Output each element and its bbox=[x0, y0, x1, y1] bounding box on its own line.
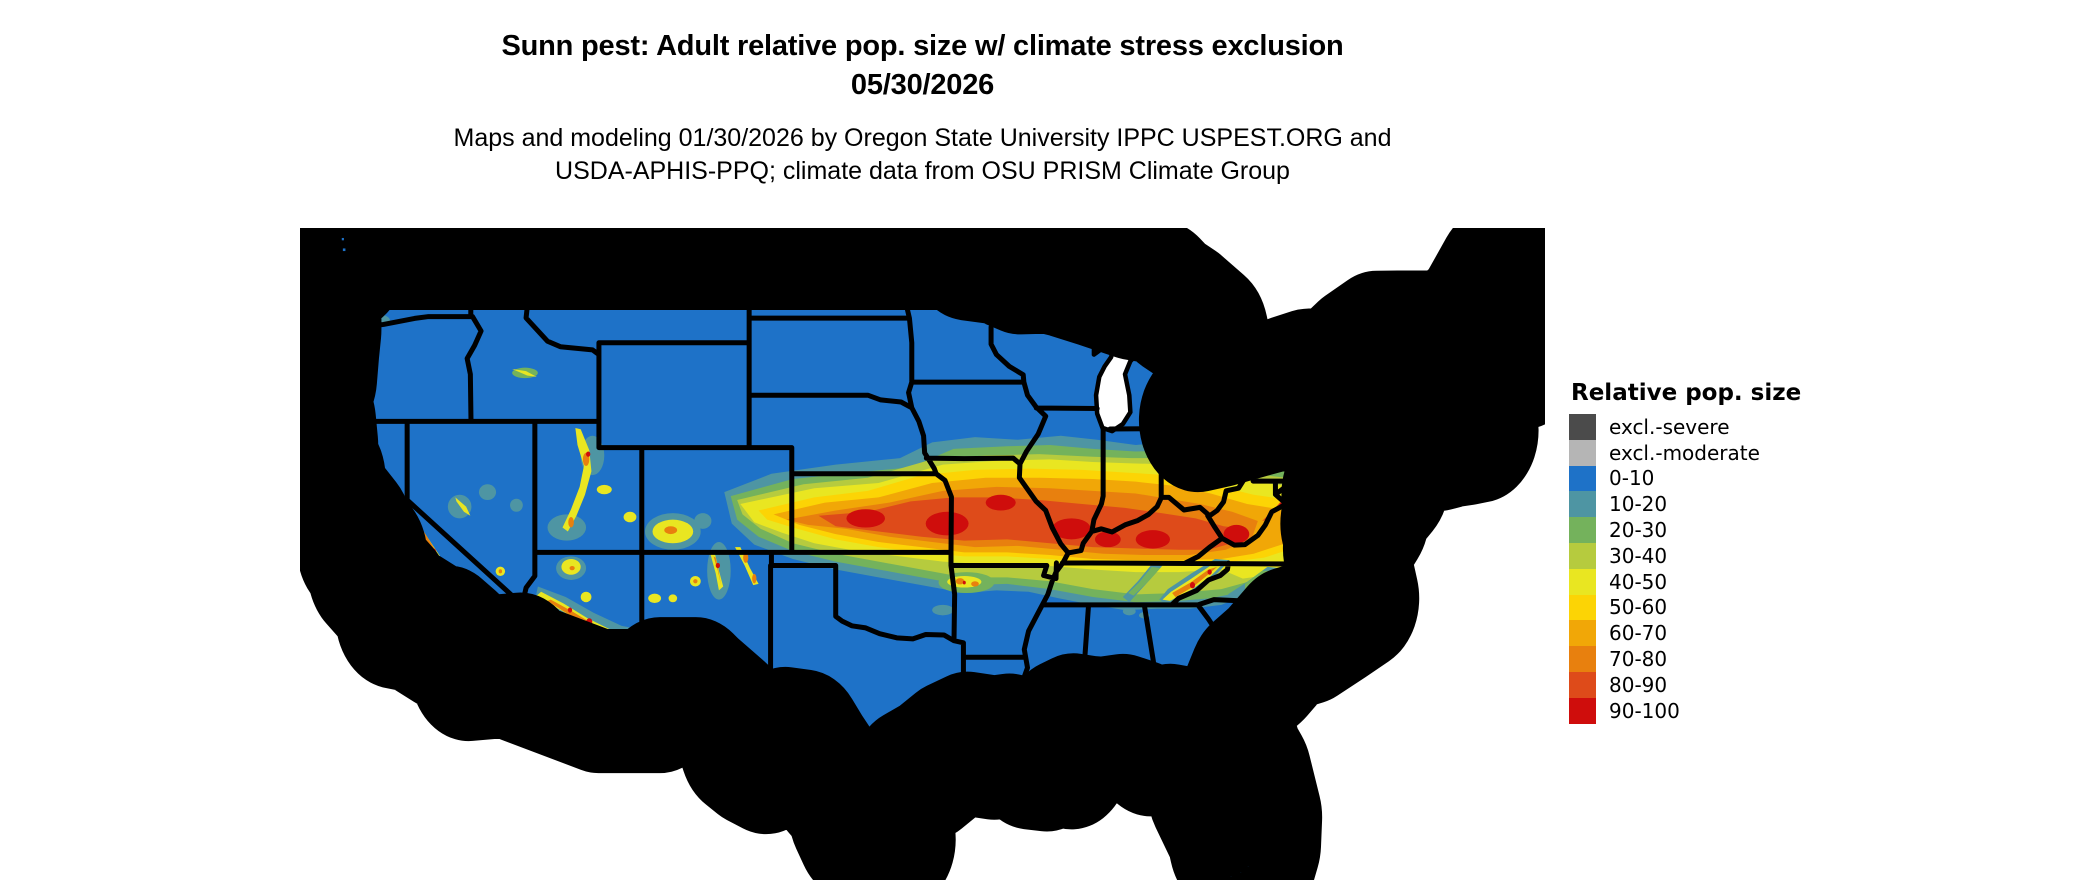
legend-swatch bbox=[1569, 542, 1596, 569]
legend-item: 80-90 bbox=[1569, 671, 1801, 698]
legend-item: 90-100 bbox=[1569, 697, 1801, 724]
point-roberts bbox=[341, 237, 344, 241]
legend-label: excl.-moderate bbox=[1609, 440, 1760, 465]
legend-swatch bbox=[1569, 620, 1596, 647]
legend-label: 30-40 bbox=[1609, 543, 1668, 568]
legend-title: Relative pop. size bbox=[1571, 380, 1802, 406]
title-line-1: Sunn pest: Adult relative pop. size w/ c… bbox=[501, 30, 1344, 62]
legend-label: 50-60 bbox=[1609, 595, 1668, 620]
legend-item: 30-40 bbox=[1569, 542, 1801, 569]
legend-item: 20-30 bbox=[1569, 517, 1801, 543]
band-90-100 bbox=[846, 494, 1250, 549]
legend-swatch bbox=[1569, 439, 1596, 466]
san-juan-islands bbox=[342, 248, 346, 252]
legend-item: excl.-severe bbox=[1569, 414, 1801, 440]
long-island bbox=[1392, 444, 1437, 458]
legend-swatch bbox=[1569, 594, 1596, 621]
legend-label: 80-90 bbox=[1609, 672, 1668, 697]
legend-label: excl.-severe bbox=[1609, 414, 1730, 439]
legend-label: 40-50 bbox=[1609, 569, 1668, 594]
legend-swatch bbox=[1569, 491, 1596, 518]
legend-item: excl.-moderate bbox=[1569, 439, 1801, 466]
legend-swatch bbox=[1569, 465, 1596, 492]
legend: Relative pop. size excl.-severe excl.-mod… bbox=[1569, 380, 1801, 724]
legend-label: 60-70 bbox=[1609, 621, 1668, 646]
legend-item: 40-50 bbox=[1569, 568, 1801, 595]
florida-keys bbox=[1228, 875, 1234, 878]
legend-swatch bbox=[1569, 697, 1596, 724]
title-line-2: 05/30/2026 bbox=[850, 69, 995, 101]
legend-swatch bbox=[1569, 414, 1596, 440]
legend-swatch bbox=[1569, 646, 1596, 672]
subtitle-line-1: Maps and modeling 01/30/2026 by Oregon S… bbox=[453, 124, 1392, 152]
legend-item: 0-10 bbox=[1569, 465, 1801, 492]
legend-item: 10-20 bbox=[1569, 491, 1801, 518]
appalachian-features bbox=[1122, 431, 1383, 619]
legend-swatch bbox=[1569, 568, 1596, 595]
legend-label: 10-20 bbox=[1609, 492, 1668, 517]
legend-items: excl.-severe excl.-moderate 0-10 10-20 20-30… bbox=[1569, 414, 1801, 724]
legend-swatch bbox=[1569, 671, 1596, 698]
florida-keys bbox=[1245, 866, 1251, 869]
legend-label: 90-100 bbox=[1609, 698, 1680, 723]
islands bbox=[341, 237, 1437, 878]
legend-label: 70-80 bbox=[1609, 647, 1668, 672]
legend-item: 60-70 bbox=[1569, 620, 1801, 647]
legend-label: 20-30 bbox=[1609, 518, 1668, 543]
figure-subtitle: Maps and modeling 01/30/2026 by Oregon S… bbox=[300, 122, 1545, 188]
florida-keys bbox=[1238, 871, 1244, 874]
legend-label: 0-10 bbox=[1609, 466, 1655, 491]
figure-title: Sunn pest: Adult relative pop. size w/ c… bbox=[300, 27, 1545, 105]
subtitle-line-2: USDA-APHIS-PPQ; climate data from OSU PR… bbox=[555, 157, 1290, 185]
legend-item: 50-60 bbox=[1569, 594, 1801, 621]
us-map bbox=[300, 228, 1545, 880]
legend-swatch bbox=[1569, 517, 1596, 543]
legend-item: 70-80 bbox=[1569, 646, 1801, 672]
